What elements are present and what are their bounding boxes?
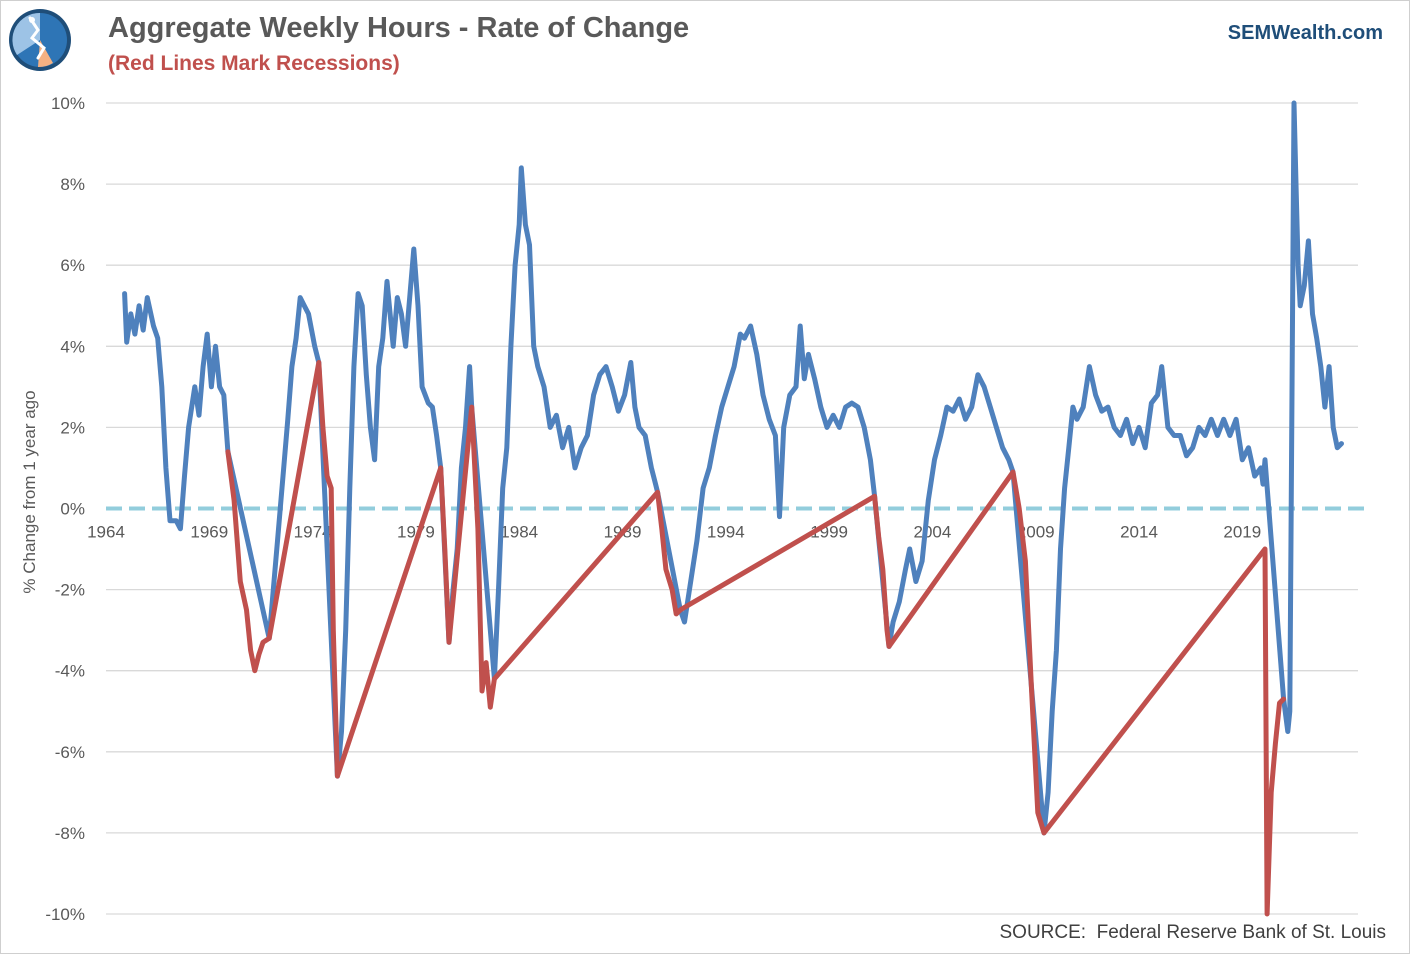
x-tick-label: 2014 bbox=[1120, 523, 1158, 542]
y-tick-label: -2% bbox=[55, 581, 85, 600]
y-tick-label: 6% bbox=[60, 256, 85, 275]
y-axis-ticks: 10% 8% 6% 4% 2% 0% -2% -4% -6% -8% -10% bbox=[45, 94, 85, 924]
gridlines bbox=[106, 102, 1358, 915]
x-tick-label: 1994 bbox=[707, 523, 745, 542]
y-tick-label: 2% bbox=[60, 418, 85, 437]
x-tick-label: 1969 bbox=[190, 523, 228, 542]
brand-link[interactable]: SEMWealth.com bbox=[1227, 22, 1383, 44]
x-tick-label: 2009 bbox=[1017, 523, 1055, 542]
x-tick-label: 1974 bbox=[294, 523, 332, 542]
semwealth-logo-icon bbox=[9, 9, 71, 71]
y-tick-label: 0% bbox=[60, 500, 85, 519]
x-tick-label: 2019 bbox=[1223, 523, 1261, 542]
y-tick-label: 8% bbox=[60, 175, 85, 194]
x-tick-label: 1984 bbox=[500, 523, 538, 542]
y-tick-label: -10% bbox=[45, 905, 85, 924]
y-tick-label: -6% bbox=[55, 743, 85, 762]
chart-title: Aggregate Weekly Hours - Rate of Change bbox=[108, 12, 690, 44]
chart-subtitle: (Red Lines Mark Recessions) bbox=[108, 52, 400, 75]
y-tick-label: -8% bbox=[55, 824, 85, 843]
x-tick-label: 1979 bbox=[397, 523, 435, 542]
x-axis-ticks: 1964 1969 1974 1979 1984 1989 1994 1999 2004 2009… bbox=[87, 523, 1261, 542]
y-tick-label: 10% bbox=[51, 94, 85, 113]
series-lines bbox=[122, 100, 1344, 917]
y-tick-label: -4% bbox=[55, 662, 85, 681]
x-tick-label: 2004 bbox=[913, 523, 951, 542]
expansion-line bbox=[122, 100, 1344, 836]
source-note: SOURCE: Federal Reserve Bank of St. Loui… bbox=[999, 922, 1387, 943]
recession-line bbox=[225, 360, 1287, 917]
y-tick-label: 4% bbox=[60, 337, 85, 356]
x-tick-label: 1964 bbox=[87, 523, 125, 542]
